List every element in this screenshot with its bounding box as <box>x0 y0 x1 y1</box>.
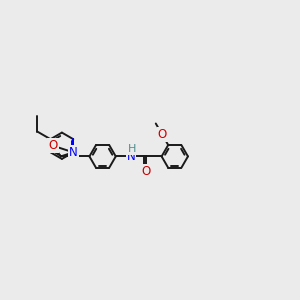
Text: N: N <box>127 150 135 163</box>
Text: O: O <box>142 165 151 178</box>
Text: N: N <box>69 146 78 159</box>
Text: O: O <box>158 128 167 141</box>
Text: O: O <box>48 139 58 152</box>
Text: H: H <box>128 144 136 154</box>
